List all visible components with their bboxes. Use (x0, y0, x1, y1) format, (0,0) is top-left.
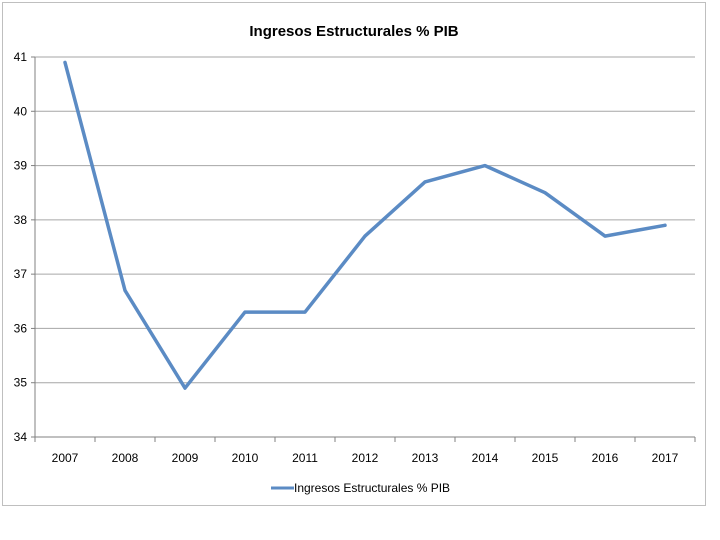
data-point (363, 234, 367, 238)
data-point (123, 288, 127, 292)
x-tick-label: 2013 (412, 451, 439, 465)
chart-title: Ingresos Estructurales % PIB (249, 23, 458, 40)
x-tick-label: 2009 (172, 451, 199, 465)
data-point (183, 386, 187, 390)
x-tick-label: 2015 (532, 451, 559, 465)
data-point (63, 60, 67, 64)
x-tick-label: 2007 (52, 451, 79, 465)
y-tick-label: 38 (14, 213, 28, 227)
y-tick-label: 37 (14, 267, 28, 281)
y-tick-label: 34 (14, 430, 28, 444)
y-tick-label: 41 (14, 50, 28, 64)
series-layer (63, 60, 667, 390)
legend-label: Ingresos Estructurales % PIB (294, 481, 450, 495)
chart-frame (2, 2, 706, 506)
data-point (243, 310, 247, 314)
y-tick-label: 39 (14, 159, 28, 173)
data-point (423, 180, 427, 184)
gridlines (35, 56, 695, 384)
data-point (603, 234, 607, 238)
y-axis-ticks: 34 35 36 37 38 39 40 41 (14, 50, 35, 444)
axes (34, 57, 695, 438)
x-axis-ticks: 2007 2008 2009 2010 2011 2012 2013 2014 2015 2016… (34, 437, 696, 465)
y-tick-label: 36 (14, 321, 28, 335)
x-tick-label: 2012 (352, 451, 379, 465)
data-point (303, 310, 307, 314)
x-tick-label: 2008 (112, 451, 139, 465)
legend: Ingresos Estructurales % PIB (271, 481, 450, 495)
x-tick-label: 2011 (292, 451, 318, 465)
x-tick-label: 2014 (472, 451, 499, 465)
x-tick-label: 2010 (232, 451, 259, 465)
y-tick-label: 35 (14, 376, 28, 390)
data-point (663, 223, 667, 227)
data-point (483, 164, 487, 168)
data-point (543, 191, 547, 195)
x-tick-label: 2016 (592, 451, 619, 465)
y-tick-label: 40 (14, 104, 28, 118)
x-tick-label: 2017 (652, 451, 679, 465)
